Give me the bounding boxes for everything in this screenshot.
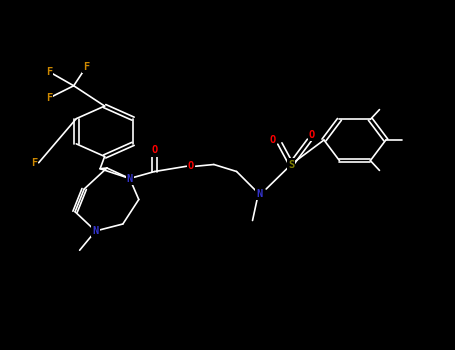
Text: N: N (256, 189, 263, 199)
Text: F: F (83, 62, 90, 71)
Text: F: F (31, 158, 37, 168)
Text: F: F (46, 67, 52, 77)
Text: F: F (46, 93, 52, 103)
Text: S: S (288, 160, 294, 169)
Text: O: O (308, 130, 315, 140)
Text: O: O (270, 135, 276, 145)
Text: O: O (188, 161, 194, 171)
Text: O: O (152, 146, 158, 155)
Text: N: N (126, 174, 133, 183)
Text: N: N (92, 226, 99, 236)
